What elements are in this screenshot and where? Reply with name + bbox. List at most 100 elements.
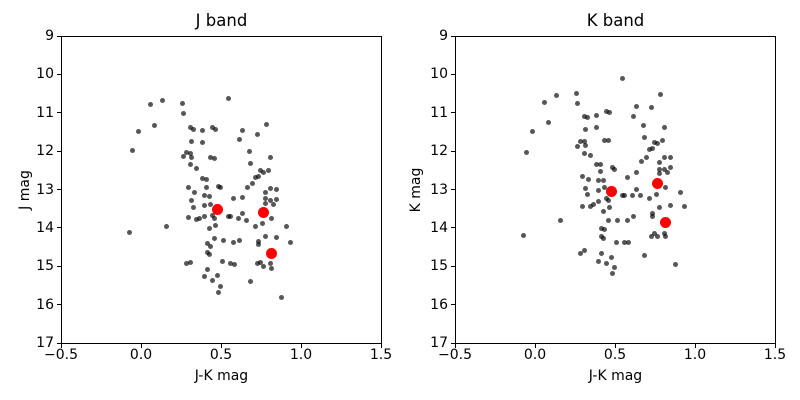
star-point xyxy=(254,132,260,138)
star-point xyxy=(240,127,246,133)
star-point xyxy=(626,240,632,246)
star-point xyxy=(631,113,637,119)
star-point xyxy=(594,113,600,119)
star-point xyxy=(600,209,606,215)
star-point xyxy=(225,96,231,102)
y-tick xyxy=(57,342,61,344)
y-tick xyxy=(57,304,61,306)
star-point xyxy=(554,92,560,98)
star-point xyxy=(599,251,605,257)
star-point xyxy=(254,261,260,267)
star-point xyxy=(608,255,614,261)
star-point xyxy=(219,258,225,264)
star-point xyxy=(581,113,587,119)
star-point xyxy=(603,108,609,114)
y-tick xyxy=(57,150,61,152)
plot-area-j-band xyxy=(61,36,382,344)
star-point xyxy=(248,161,254,167)
star-point xyxy=(607,109,613,115)
star-point xyxy=(205,241,211,247)
star-point xyxy=(607,204,613,210)
star-point xyxy=(262,200,268,206)
y-tick-label: 13 xyxy=(430,181,448,198)
star-point xyxy=(262,234,268,240)
star-point xyxy=(664,170,670,176)
star-point xyxy=(624,218,630,224)
x-tick xyxy=(774,344,776,348)
star-point xyxy=(235,216,241,222)
star-point xyxy=(656,166,662,172)
star-point xyxy=(605,218,611,224)
star-point xyxy=(658,92,664,98)
star-point xyxy=(661,124,667,130)
panel-k-xlabel: J-K mag xyxy=(588,368,643,384)
x-tick-label: 0.0 xyxy=(523,347,547,363)
y-tick xyxy=(57,73,61,75)
star-point xyxy=(248,278,254,284)
star-point xyxy=(187,259,193,265)
star-point xyxy=(578,138,584,144)
y-tick-label: 16 xyxy=(430,296,448,313)
x-tick-label: 0.5 xyxy=(209,347,233,363)
star-point xyxy=(237,237,243,243)
star-point xyxy=(267,197,273,203)
star-point xyxy=(209,125,215,131)
star-point xyxy=(227,261,233,267)
star-point xyxy=(232,262,238,268)
x-tick xyxy=(454,344,456,348)
star-point xyxy=(240,194,246,200)
star-point xyxy=(187,162,193,168)
star-point xyxy=(587,204,593,210)
star-point xyxy=(624,174,630,180)
star-point xyxy=(240,211,246,217)
star-point xyxy=(208,154,214,160)
star-point xyxy=(602,138,608,144)
star-point xyxy=(663,234,669,240)
star-point xyxy=(595,258,601,264)
star-point xyxy=(253,223,259,229)
star-point xyxy=(203,184,209,190)
star-point xyxy=(273,196,279,202)
star-point xyxy=(677,189,683,195)
y-tick xyxy=(451,227,455,229)
star-point xyxy=(595,198,601,204)
y-tick xyxy=(57,189,61,190)
star-point xyxy=(217,185,223,191)
star-point xyxy=(581,139,587,145)
star-point xyxy=(203,177,209,183)
star-point xyxy=(557,217,563,223)
star-point xyxy=(213,222,219,228)
star-point xyxy=(583,143,589,149)
y-tick-label: 10 xyxy=(36,66,54,83)
star-point xyxy=(634,103,640,109)
star-point xyxy=(661,154,667,160)
star-point xyxy=(249,181,255,187)
star-point xyxy=(189,155,195,161)
star-point xyxy=(257,168,263,174)
star-point xyxy=(147,102,153,108)
star-point xyxy=(667,164,673,170)
star-point xyxy=(634,187,640,193)
y-tick-label: 17 xyxy=(36,335,54,351)
y-tick xyxy=(451,342,455,344)
star-point xyxy=(656,204,662,210)
star-point xyxy=(672,262,678,268)
star-point xyxy=(209,212,215,218)
star-point xyxy=(523,150,529,156)
highlighted-star-point xyxy=(605,186,617,198)
star-point xyxy=(211,155,217,161)
star-point xyxy=(189,197,195,203)
star-point xyxy=(136,128,142,134)
star-point xyxy=(206,225,212,231)
y-tick-label: 10 xyxy=(430,66,448,83)
x-tick xyxy=(140,344,142,348)
x-tick xyxy=(534,344,536,348)
star-point xyxy=(605,138,611,144)
star-point xyxy=(179,100,185,106)
y-tick-label: 11 xyxy=(430,104,448,121)
star-point xyxy=(581,150,587,156)
star-point xyxy=(586,176,592,182)
star-point xyxy=(185,214,191,220)
star-point xyxy=(221,237,227,243)
star-point xyxy=(253,174,259,180)
